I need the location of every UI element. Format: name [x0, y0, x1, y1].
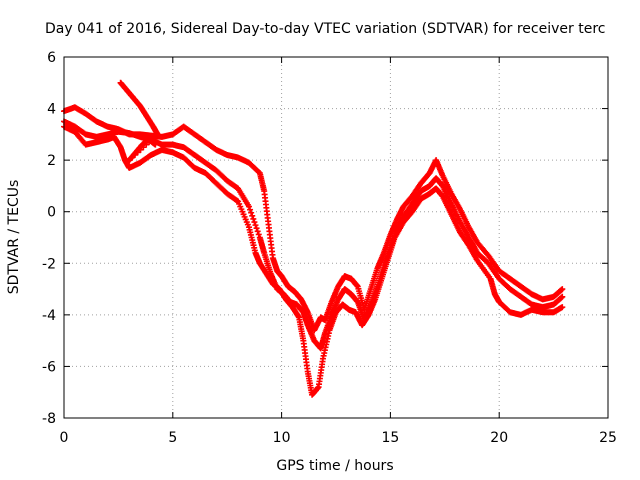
- plot-frame: [63, 56, 609, 419]
- data-point: [251, 219, 258, 226]
- y-tick-label: 6: [47, 50, 56, 66]
- x-tick-label: 10: [273, 430, 291, 446]
- data-point: [247, 206, 254, 213]
- data-series: [61, 118, 566, 352]
- data-point: [250, 215, 257, 222]
- data-points: [61, 79, 566, 398]
- data-point: [248, 209, 255, 216]
- chart-title: Day 041 of 2016, Sidereal Day-to-day VTE…: [45, 21, 605, 37]
- x-axis-label: GPS time / hours: [276, 458, 393, 474]
- x-tick-label: 15: [381, 430, 399, 446]
- x-tick-label: 20: [490, 430, 508, 446]
- x-tick-label: 0: [60, 430, 69, 446]
- y-tick-label: 4: [47, 102, 56, 118]
- data-point: [559, 286, 566, 293]
- data-point: [152, 141, 159, 148]
- data-point: [245, 203, 252, 210]
- data-point: [559, 293, 566, 300]
- y-tick-label: -2: [42, 256, 56, 272]
- data-series: [61, 123, 566, 398]
- x-tick-label: 5: [168, 430, 177, 446]
- y-tick-label: -4: [42, 308, 56, 324]
- y-axis-label: SDTVAR / TECUs: [6, 180, 22, 295]
- tick-labels: 0 5 10 15 20 25 -8 -6 -4 -2 0 2 4 6: [42, 50, 617, 446]
- y-tick-label: -6: [42, 359, 56, 375]
- data-point: [559, 304, 566, 311]
- data-point: [249, 212, 256, 219]
- data-series: [117, 79, 161, 164]
- data-point: [253, 225, 260, 232]
- y-tick-label: -8: [42, 411, 56, 427]
- x-tick-label: 25: [599, 430, 617, 446]
- data-point: [255, 231, 262, 238]
- y-tick-label: 0: [47, 205, 56, 221]
- data-point: [252, 222, 259, 229]
- y-tick-label: 2: [47, 153, 56, 169]
- data-point: [254, 228, 261, 235]
